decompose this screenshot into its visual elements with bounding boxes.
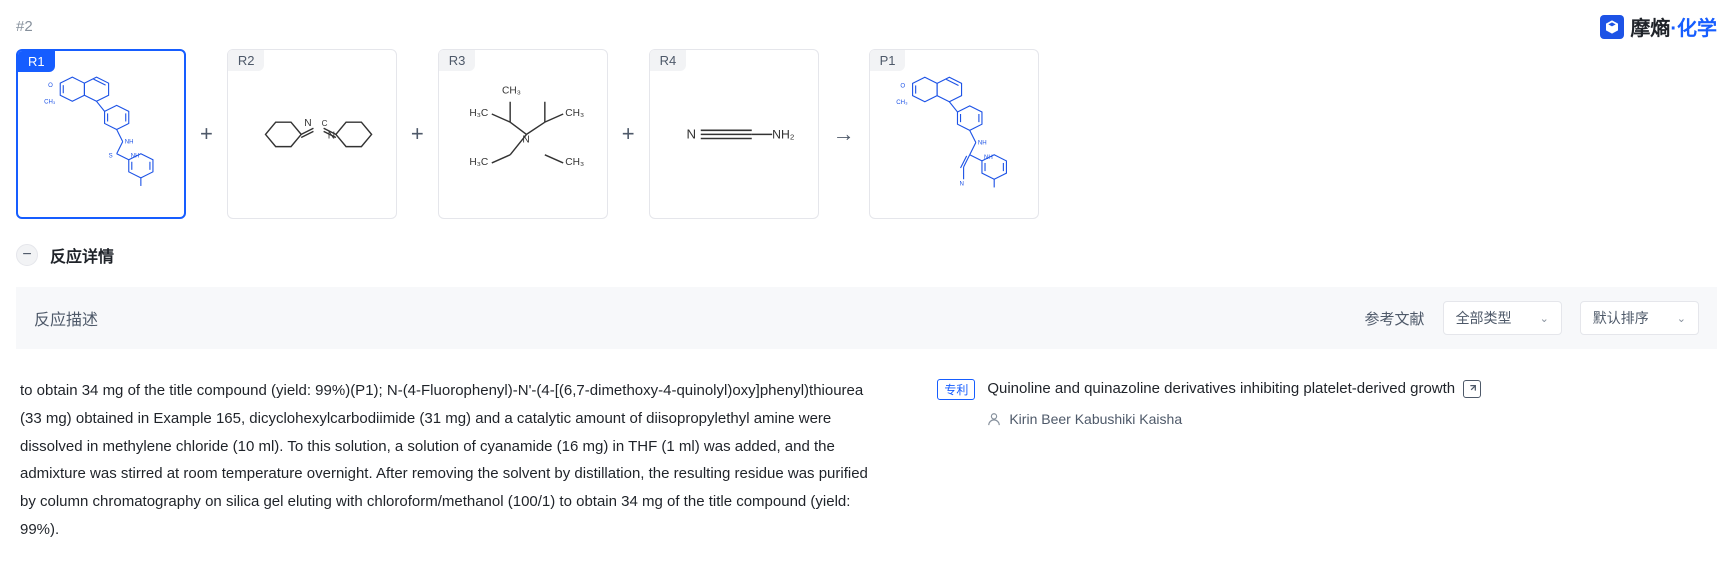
reactant-badge: R3 bbox=[439, 50, 476, 71]
section-title: 反应详情 bbox=[50, 243, 114, 267]
sort-select[interactable]: 默认排序 ⌄ bbox=[1580, 301, 1699, 335]
reactant-card-r2[interactable]: R2 N C N bbox=[227, 49, 397, 219]
svg-text:O: O bbox=[901, 82, 906, 89]
svg-text:CH₃: CH₃ bbox=[896, 98, 908, 105]
svg-text:C: C bbox=[322, 119, 328, 128]
brand-logo-block: 摩熵·化学 bbox=[1600, 12, 1717, 41]
plus-operator: + bbox=[200, 121, 213, 147]
brand-logo-icon bbox=[1600, 15, 1624, 39]
chevron-down-icon: ⌄ bbox=[1677, 312, 1686, 325]
molecule-structure-r3: CH₃ H₃C CH₃ N H₃C CH₃ bbox=[451, 63, 594, 206]
reference-assignee: Kirin Beer Kabushiki Kaisha bbox=[987, 411, 1713, 427]
svg-text:NH: NH bbox=[125, 140, 134, 146]
svg-text:NH: NH bbox=[978, 139, 987, 146]
product-card-p1[interactable]: P1 O bbox=[869, 49, 1039, 219]
plus-operator: + bbox=[622, 121, 635, 147]
reactant-card-r4[interactable]: R4 N NH₂ bbox=[649, 49, 819, 219]
description-label: 反应描述 bbox=[34, 306, 98, 330]
molecule-structure-r2: N C N bbox=[240, 63, 383, 206]
entry-number: #2 bbox=[16, 18, 33, 35]
external-link-icon[interactable] bbox=[1463, 380, 1481, 398]
molecule-structure-r4: N NH₂ bbox=[662, 63, 805, 206]
reactant-badge: R2 bbox=[228, 50, 265, 71]
arrow-operator: → bbox=[833, 121, 855, 147]
collapse-toggle-button[interactable]: − bbox=[16, 244, 38, 266]
reaction-description-text: to obtain 34 mg of the title compound (y… bbox=[20, 377, 877, 544]
svg-text:CH₃: CH₃ bbox=[566, 108, 585, 119]
svg-text:O: O bbox=[49, 84, 54, 90]
product-badge: P1 bbox=[870, 50, 906, 71]
brand-text: 摩熵·化学 bbox=[1630, 12, 1717, 41]
svg-text:CH₃: CH₃ bbox=[566, 157, 585, 168]
filter-type-value: 全部类型 bbox=[1456, 308, 1512, 328]
svg-text:CH₃: CH₃ bbox=[45, 100, 57, 106]
svg-text:S: S bbox=[109, 154, 113, 160]
reactant-badge: R1 bbox=[18, 51, 55, 72]
svg-text:H₃C: H₃C bbox=[470, 157, 489, 168]
svg-text:NH: NH bbox=[131, 154, 140, 160]
sort-value: 默认排序 bbox=[1593, 308, 1649, 328]
chevron-down-icon: ⌄ bbox=[1540, 312, 1549, 325]
svg-text:CH₃: CH₃ bbox=[502, 85, 521, 96]
molecule-structure-p1: O CH₃ NH NH N bbox=[882, 63, 1025, 206]
user-icon bbox=[987, 412, 1001, 426]
reactant-badge: R4 bbox=[650, 50, 687, 71]
reference-entry: 专利 Quinoline and quinazoline derivatives… bbox=[937, 377, 1713, 427]
svg-text:N: N bbox=[687, 126, 697, 141]
svg-text:N: N bbox=[305, 118, 312, 129]
details-toolbar: 反应描述 参考文献 全部类型 ⌄ 默认排序 ⌄ bbox=[16, 287, 1717, 349]
svg-text:H₃C: H₃C bbox=[470, 108, 489, 119]
reaction-scheme: R1 bbox=[16, 49, 1717, 219]
molecule-structure-r1: O CH₃ NH S NH bbox=[30, 63, 171, 204]
svg-text:NH: NH bbox=[984, 153, 993, 160]
svg-text:N: N bbox=[523, 134, 530, 145]
svg-text:N: N bbox=[960, 180, 964, 187]
plus-operator: + bbox=[411, 121, 424, 147]
reference-title-link[interactable]: Quinoline and quinazoline derivatives in… bbox=[987, 377, 1713, 401]
reference-type-tag: 专利 bbox=[937, 379, 975, 400]
svg-text:NH₂: NH₂ bbox=[772, 127, 795, 141]
reactant-card-r3[interactable]: R3 CH₃ H₃C CH₃ N H₃C CH₃ bbox=[438, 49, 608, 219]
reference-label: 参考文献 bbox=[1365, 308, 1425, 329]
filter-type-select[interactable]: 全部类型 ⌄ bbox=[1443, 301, 1562, 335]
svg-text:N: N bbox=[328, 130, 335, 141]
reactant-card-r1[interactable]: R1 bbox=[16, 49, 186, 219]
